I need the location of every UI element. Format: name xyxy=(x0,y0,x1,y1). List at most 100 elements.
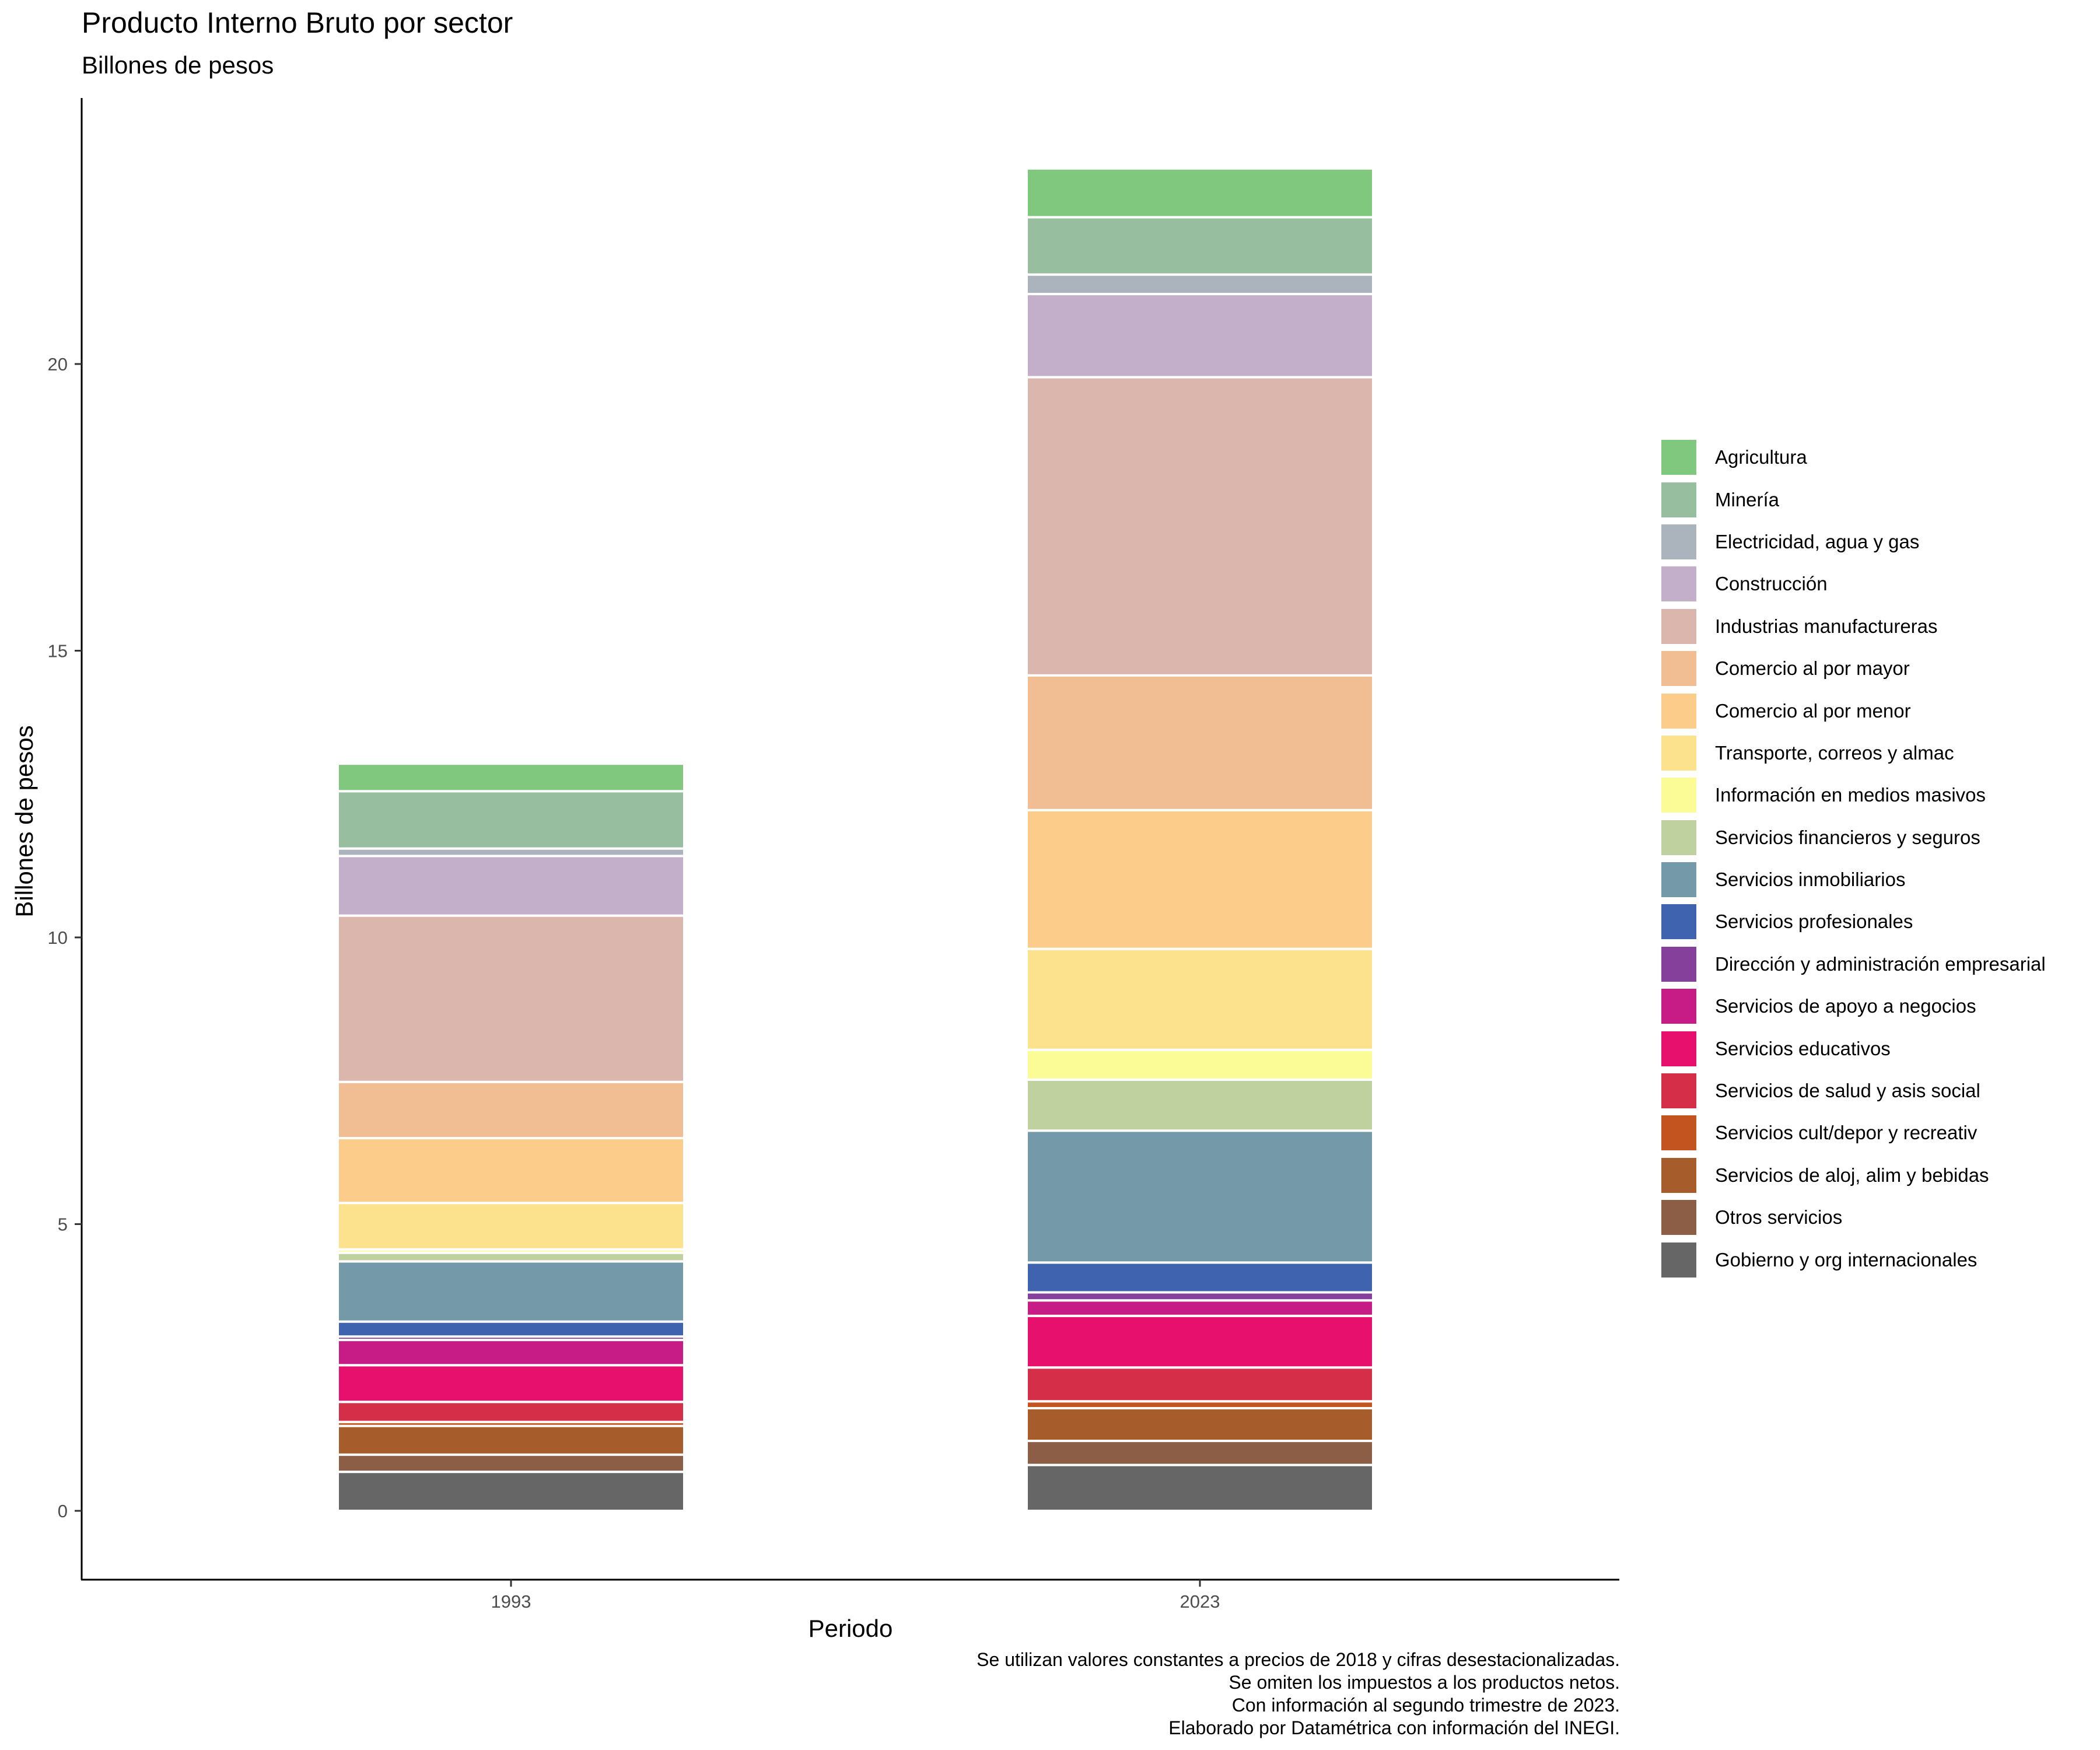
bar-segment xyxy=(337,1424,685,1456)
bar-segment xyxy=(1026,376,1374,677)
legend-swatch xyxy=(1661,735,1696,771)
legend-label: Dirección y administración empresarial xyxy=(1715,953,2046,975)
legend-swatch xyxy=(1661,904,1696,940)
caption-line: Se omiten los impuestos a los productos … xyxy=(1228,1672,1620,1693)
legend-swatch xyxy=(1661,440,1696,475)
legend-label: Servicios cult/depor y recreativ xyxy=(1715,1122,1978,1144)
bar-segment xyxy=(1026,216,1374,276)
legend-label: Construcción xyxy=(1715,573,1828,595)
bar-segment xyxy=(1026,1261,1374,1294)
legend-item: Electricidad, agua y gas xyxy=(1661,521,2046,563)
legend-item: Servicios de salud y asis social xyxy=(1661,1070,2046,1112)
legend-item: Información en medios masivos xyxy=(1661,774,2046,816)
legend-swatch xyxy=(1661,566,1696,602)
bar-segment xyxy=(337,1251,685,1263)
legend: Agricultura Minería Electricidad, agua y g… xyxy=(1661,436,2046,1281)
legend-label: Servicios profesionales xyxy=(1715,911,1913,933)
caption-line: Elaborado por Datamétrica con informació… xyxy=(1168,1717,1620,1738)
legend-label: Comercio al por mayor xyxy=(1715,657,1910,680)
legend-item: Transporte, correos y almac xyxy=(1661,732,2046,774)
bar-segment xyxy=(337,1339,685,1367)
y-tick-label: 20 xyxy=(48,354,68,374)
legend-swatch xyxy=(1661,1200,1696,1236)
bar-segment xyxy=(337,790,685,850)
legend-item: Servicios inmobiliarios xyxy=(1661,859,2046,901)
legend-label: Otros servicios xyxy=(1715,1206,1843,1228)
y-tick-label: 15 xyxy=(48,641,68,662)
legend-item: Comercio al por mayor xyxy=(1661,648,2046,690)
x-tick-label: 1993 xyxy=(491,1591,531,1612)
bar-segment xyxy=(1026,1464,1374,1513)
y-tick-label: 10 xyxy=(48,928,68,948)
legend-label: Industrias manufactureras xyxy=(1715,615,1938,637)
legend-label: Agricultura xyxy=(1715,446,1807,468)
legend-label: Transporte, correos y almac xyxy=(1715,741,1954,764)
legend-item: Otros servicios xyxy=(1661,1196,2046,1238)
bar-segment xyxy=(337,1137,685,1205)
legend-swatch xyxy=(1661,608,1696,644)
bar-segment xyxy=(1026,1291,1374,1302)
legend-item: Dirección y administración empresarial xyxy=(1661,943,2046,985)
bar-segment xyxy=(1026,1078,1374,1132)
legend-swatch xyxy=(1661,1031,1696,1066)
bar-segment xyxy=(1026,1366,1374,1403)
chart-subtitle: Billones de pesos xyxy=(82,51,274,79)
legend-swatch xyxy=(1661,482,1696,517)
legend-label: Servicios financieros y seguros xyxy=(1715,826,1980,848)
bar-segment xyxy=(1026,1129,1374,1264)
legend-item: Construcción xyxy=(1661,563,2046,605)
bar-segment xyxy=(1026,674,1374,811)
bar-segment xyxy=(1026,293,1374,379)
bar-segment xyxy=(1026,1314,1374,1369)
legend-swatch xyxy=(1661,1157,1696,1193)
bar-segment xyxy=(337,1080,685,1140)
bar-segment xyxy=(1026,808,1374,950)
legend-item: Servicios financieros y seguros xyxy=(1661,817,2046,859)
legend-item: Minería xyxy=(1661,478,2046,520)
legend-label: Servicios educativos xyxy=(1715,1037,1891,1059)
bar-segment xyxy=(337,1364,685,1404)
legend-swatch xyxy=(1661,946,1696,982)
chart-caption: Se utilizan valores constantes a precios… xyxy=(977,1648,1620,1740)
y-axis-title: Billones de pesos xyxy=(10,725,38,917)
bar-segment xyxy=(1026,167,1374,219)
legend-label: Servicios de aloj, alim y bebidas xyxy=(1715,1164,1989,1186)
legend-swatch xyxy=(1661,862,1696,898)
bar-segment xyxy=(337,1453,685,1474)
legend-item: Industrias manufactureras xyxy=(1661,606,2046,648)
bar-segment xyxy=(1026,1048,1374,1081)
x-tick-label: 2023 xyxy=(1180,1591,1220,1612)
legend-swatch xyxy=(1661,524,1696,559)
y-ticks-group: 0 5 10 15 20 xyxy=(48,354,82,1521)
bar-segment xyxy=(337,855,685,917)
bar-segment xyxy=(337,1202,685,1251)
bar-segment xyxy=(337,1471,685,1513)
bar-segment xyxy=(337,914,685,1083)
legend-item: Servicios de aloj, alim y bebidas xyxy=(1661,1154,2046,1196)
bar-segment xyxy=(337,1320,685,1338)
bar-segment xyxy=(337,1260,685,1323)
bar-segment xyxy=(1026,1299,1374,1317)
caption-line: Con información al segundo trimestre de … xyxy=(1231,1695,1620,1716)
legend-swatch xyxy=(1661,1073,1696,1109)
x-axis-title: Periodo xyxy=(808,1615,893,1642)
legend-label: Minería xyxy=(1715,488,1780,510)
legend-swatch xyxy=(1661,820,1696,855)
legend-swatch xyxy=(1661,989,1696,1024)
legend-label: Servicios inmobiliarios xyxy=(1715,869,1906,891)
legend-label: Gobierno y org internacionales xyxy=(1715,1248,1978,1270)
legend-swatch xyxy=(1661,1242,1696,1278)
legend-swatch xyxy=(1661,1115,1696,1151)
legend-item: Gobierno y org internacionales xyxy=(1661,1238,2046,1280)
bar-segment xyxy=(1026,1440,1374,1466)
y-tick-label: 0 xyxy=(58,1501,68,1521)
legend-item: Servicios cult/depor y recreativ xyxy=(1661,1112,2046,1154)
legend-swatch xyxy=(1661,778,1696,813)
legend-label: Electricidad, agua y gas xyxy=(1715,530,1920,552)
x-ticks-group: 1993 2023 xyxy=(491,1580,1220,1612)
legend-item: Servicios profesionales xyxy=(1661,901,2046,943)
legend-item: Agricultura xyxy=(1661,436,2046,478)
bar-segment xyxy=(1026,1407,1374,1443)
